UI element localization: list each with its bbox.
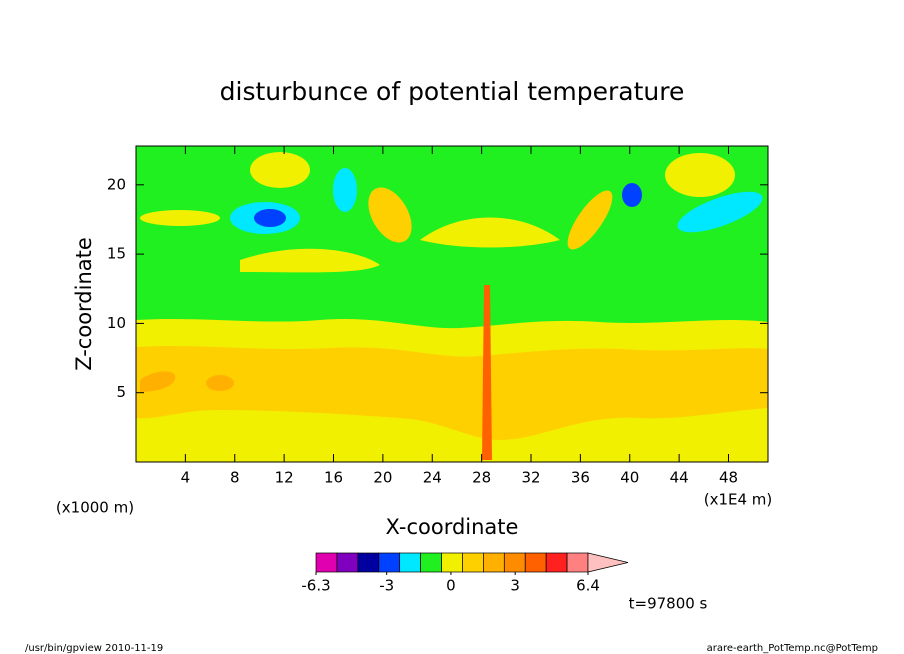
field-blob [240,248,380,273]
colorbar-box [503,552,526,573]
x-tick-label: 40 [620,469,639,487]
colorbar-tick-label: -3 [379,577,394,595]
field-plume [482,285,492,460]
colorbar-box [441,552,463,573]
colorbar-box [420,552,442,573]
footer-left: /usr/bin/gpview 2010-11-19 [25,643,163,654]
x-tick-label: 36 [571,469,590,487]
field-band [136,345,768,440]
colorbar-box [315,552,338,573]
colorbar-extend [587,552,629,573]
field-blob [368,187,412,243]
field-blob [622,183,642,207]
x-tick-label: 20 [373,469,392,487]
contour-field [136,146,768,462]
field-blob [250,152,310,188]
colorbar-box [399,552,421,573]
chart-title: disturbunce of potential temperature [220,77,685,106]
colorbar-box [462,552,484,573]
footer-right: arare-earth_PotTemp.nc@PotTemp [707,643,878,654]
time-label: t=97800 s [629,595,708,613]
x-tick-label: 44 [670,469,689,487]
field-blob [677,191,763,233]
field-blob [254,209,286,227]
field-blob [206,375,234,391]
colorbar-box [566,552,589,573]
y-tick-label: 10 [107,314,126,332]
x-tick-label: 48 [719,469,738,487]
x-unit-label: (x1E4 m) [704,491,773,509]
field-blob [333,168,357,212]
y-tick-label: 15 [107,245,126,263]
x-tick-label: 4 [181,469,191,487]
field-blob [665,153,735,197]
field-blob [140,210,220,226]
x-tick-label: 16 [324,469,343,487]
plot-frame [135,145,769,463]
field-blob [420,217,560,248]
x-unit-label: (x1000 m) [56,499,134,517]
colorbar-box [378,552,401,573]
x-tick-label: 12 [275,469,294,487]
x-tick-label: 28 [472,469,491,487]
colorbar-tick-label: -6.3 [301,577,330,595]
colorbar-box [483,552,505,573]
colorbar-tick-label: 3 [510,577,520,595]
field-blob [567,190,613,250]
x-tick-label: 32 [521,469,540,487]
colorbar-tick-label: 6.4 [576,577,600,595]
colorbar-box [357,552,380,573]
y-tick-label: 20 [107,175,126,193]
y-axis-label: Z-coordinate [72,237,96,371]
colorbar-box [524,552,547,573]
colorbar-box [545,552,568,573]
y-tick-label: 5 [116,383,126,401]
colorbar-box [336,552,359,573]
colorbar-tick-label: 0 [446,577,456,595]
x-tick-label: 8 [230,469,240,487]
x-tick-label: 24 [423,469,442,487]
x-axis-label: X-coordinate [386,515,519,539]
field-band [140,371,176,392]
